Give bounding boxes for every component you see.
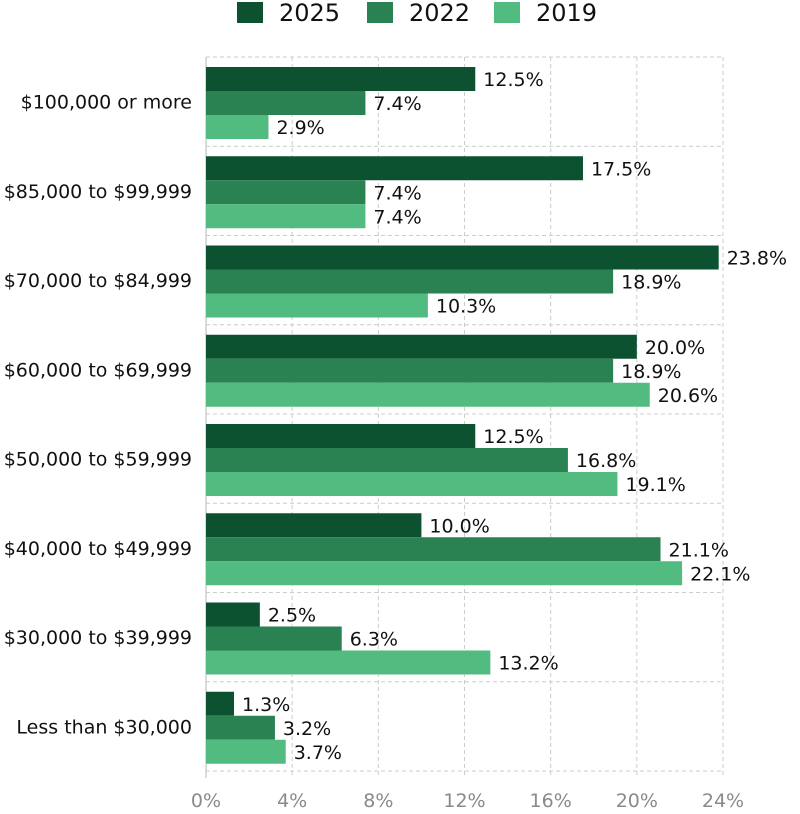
bar-2022 (206, 180, 366, 205)
bar-2022 (206, 448, 568, 472)
category-label: Less than $30,000 (16, 716, 192, 738)
bar-2019 (206, 561, 683, 586)
bar-2025 (206, 602, 260, 627)
bar-2022 (206, 715, 275, 740)
legend: 2025 2022 2019 (237, 0, 597, 27)
legend-swatch-2019 (494, 2, 520, 23)
data-label: 17.5% (591, 158, 651, 180)
bar-2019 (206, 739, 286, 764)
bar-2022 (206, 91, 366, 115)
legend-label-2019: 2019 (536, 0, 597, 27)
data-label: 7.4% (373, 182, 421, 204)
x-axis-ticks: 0% 4% 8% 12% 16% 20% 24% (191, 790, 744, 812)
category-label: $50,000 to $59,999 (4, 449, 192, 471)
x-tick-label: 20% (616, 790, 658, 810)
data-label: 20.6% (658, 385, 718, 407)
data-label: 22.1% (690, 563, 750, 585)
bar-2019 (206, 115, 269, 139)
category-label: $60,000 to $69,999 (4, 359, 192, 381)
data-label: 10.3% (436, 296, 496, 318)
data-label: 10.0% (429, 515, 489, 537)
bar-2025 (206, 513, 422, 538)
data-label: 7.4% (373, 93, 421, 115)
data-label: 20.0% (645, 337, 705, 359)
bar-2022 (206, 269, 614, 294)
category-label: $70,000 to $84,999 (4, 270, 192, 292)
bars (206, 67, 719, 764)
x-tick-label: 4% (277, 790, 307, 810)
bar-2025 (206, 67, 476, 91)
data-label: 12.5% (483, 426, 543, 448)
bar-2019 (206, 472, 618, 496)
bar-2022 (206, 537, 661, 562)
bar-2025 (206, 424, 476, 448)
bar-2022 (206, 358, 614, 383)
x-tick-label: 0% (191, 790, 221, 810)
bar-2025 (206, 245, 719, 270)
data-label: 3.7% (294, 742, 342, 764)
category-label: $85,000 to $99,999 (4, 181, 192, 203)
bar-2025 (206, 691, 235, 716)
x-tick-label: 24% (702, 790, 744, 810)
category-label: $100,000 or more (21, 92, 192, 114)
x-tick-label: 12% (443, 790, 485, 810)
data-label: 1.3% (242, 694, 290, 716)
bar-2019 (206, 204, 366, 229)
data-label: 12.5% (483, 69, 543, 91)
data-label: 16.8% (576, 450, 636, 472)
bar-2019 (206, 650, 491, 675)
data-labels: 12.5%7.4%2.9%17.5%7.4%7.4%23.8%18.9%10.3… (242, 69, 787, 764)
legend-label-2022: 2022 (409, 0, 470, 27)
bar-2019 (206, 382, 650, 407)
data-label: 6.3% (350, 629, 398, 651)
bar-2022 (206, 626, 342, 651)
data-label: 18.9% (621, 361, 681, 383)
x-tick-label: 16% (530, 790, 572, 810)
legend-swatch-2025 (237, 2, 263, 23)
data-label: 18.9% (621, 272, 681, 294)
category-label: $30,000 to $39,999 (4, 627, 192, 649)
data-label: 3.2% (283, 718, 331, 740)
data-label: 23.8% (727, 248, 787, 270)
bar-2025 (206, 334, 637, 359)
data-label: 2.5% (268, 605, 316, 627)
data-label: 13.2% (498, 653, 558, 675)
bar-2025 (206, 156, 583, 181)
data-label: 2.9% (276, 117, 324, 139)
legend-label-2025: 2025 (279, 0, 340, 27)
bar-2019 (206, 293, 428, 318)
data-label: 21.1% (669, 539, 729, 561)
x-tick-label: 8% (363, 790, 393, 810)
category-label: $40,000 to $49,999 (4, 538, 192, 560)
data-label: 19.1% (625, 474, 685, 496)
data-label: 7.4% (373, 206, 421, 228)
category-labels: $100,000 or more $85,000 to $99,999 $70,00… (4, 92, 192, 739)
legend-swatch-2022 (367, 2, 393, 23)
